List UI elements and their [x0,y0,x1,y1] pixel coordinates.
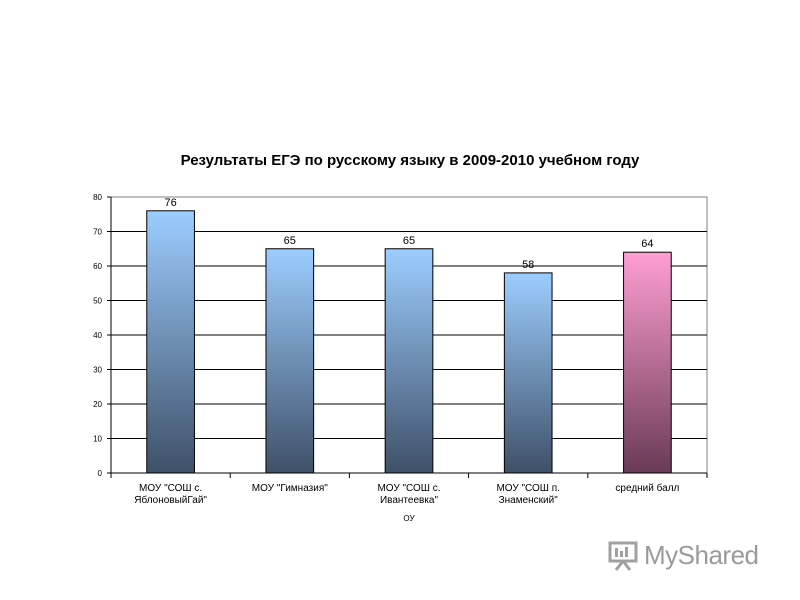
x-tick-label: средний балл [615,482,679,494]
y-tick-label: 60 [93,262,102,271]
x-tick-label: МОУ "СОШ п. [496,483,560,494]
y-tick-label: 30 [93,366,102,375]
x-tick-label: Знаменский" [499,495,559,506]
data-label: 58 [522,259,534,271]
bar-average [623,251,672,474]
x-tick-label: ЯблоновыйГай" [134,494,207,506]
y-tick-label: 70 [93,228,102,237]
y-tick-label: 80 [93,193,102,202]
bar [265,248,315,474]
y-tick-label: 50 [93,297,102,306]
data-label: 65 [403,235,415,247]
data-label: 76 [164,197,176,209]
y-tick-label: 10 [93,435,102,444]
presentation-board-icon [608,541,638,571]
y-tick-label: 0 [98,469,103,478]
watermark-logo: MyShared [606,537,766,573]
data-label: 65 [284,235,296,247]
chart-title: Результаты ЕГЭ по русскому языку в 2009-… [180,152,640,169]
data-label: 64 [641,238,653,250]
x-tick-label: МОУ "СОШ с. [139,483,202,494]
x-axis-title: ОУ [403,514,415,523]
x-tick-label: Ивантеевка" [380,495,439,506]
bar [146,210,195,474]
bar [384,248,434,474]
y-tick-label: 40 [93,331,102,340]
watermark-text: MyShared [644,539,759,570]
x-tick-label: МОУ "Гимназия" [252,483,328,494]
x-tick-label: МОУ "СОШ с. [377,483,440,494]
y-tick-label: 20 [93,400,102,409]
bar [503,272,553,474]
